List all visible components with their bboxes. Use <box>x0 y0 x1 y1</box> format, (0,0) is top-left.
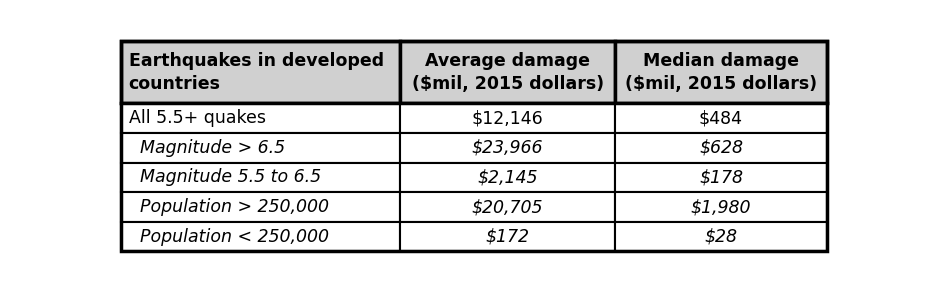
Bar <box>615 192 827 222</box>
Bar <box>615 163 827 192</box>
Text: $1,980: $1,980 <box>691 198 751 216</box>
Text: Earthquakes in developed
countries: Earthquakes in developed countries <box>129 52 384 93</box>
Bar <box>400 222 615 251</box>
Text: $2,145: $2,145 <box>477 168 537 186</box>
Text: Magnitude > 6.5: Magnitude > 6.5 <box>129 139 285 157</box>
Bar <box>615 222 827 251</box>
Text: Median damage
($mil, 2015 dollars): Median damage ($mil, 2015 dollars) <box>625 52 817 93</box>
Text: $23,966: $23,966 <box>472 139 543 157</box>
Bar <box>121 222 400 251</box>
Bar <box>121 133 400 163</box>
Bar <box>615 41 827 104</box>
Text: Average damage
($mil, 2015 dollars): Average damage ($mil, 2015 dollars) <box>412 52 604 93</box>
Bar <box>400 163 615 192</box>
Text: $172: $172 <box>486 228 530 246</box>
Text: $484: $484 <box>699 109 743 127</box>
Bar <box>615 104 827 133</box>
Bar <box>121 41 400 104</box>
Text: Magnitude 5.5 to 6.5: Magnitude 5.5 to 6.5 <box>129 168 321 186</box>
Bar <box>121 163 400 192</box>
Bar <box>400 41 615 104</box>
Bar <box>121 104 400 133</box>
Text: $28: $28 <box>705 228 737 246</box>
Text: $178: $178 <box>699 168 743 186</box>
Bar <box>121 192 400 222</box>
Bar <box>615 133 827 163</box>
Text: Population < 250,000: Population < 250,000 <box>129 228 328 246</box>
Text: $12,146: $12,146 <box>472 109 544 127</box>
Bar <box>400 104 615 133</box>
Text: Population > 250,000: Population > 250,000 <box>129 198 328 216</box>
Bar <box>400 192 615 222</box>
Text: All 5.5+ quakes: All 5.5+ quakes <box>129 109 265 127</box>
Text: $20,705: $20,705 <box>472 198 543 216</box>
Bar <box>400 133 615 163</box>
Text: $628: $628 <box>699 139 743 157</box>
